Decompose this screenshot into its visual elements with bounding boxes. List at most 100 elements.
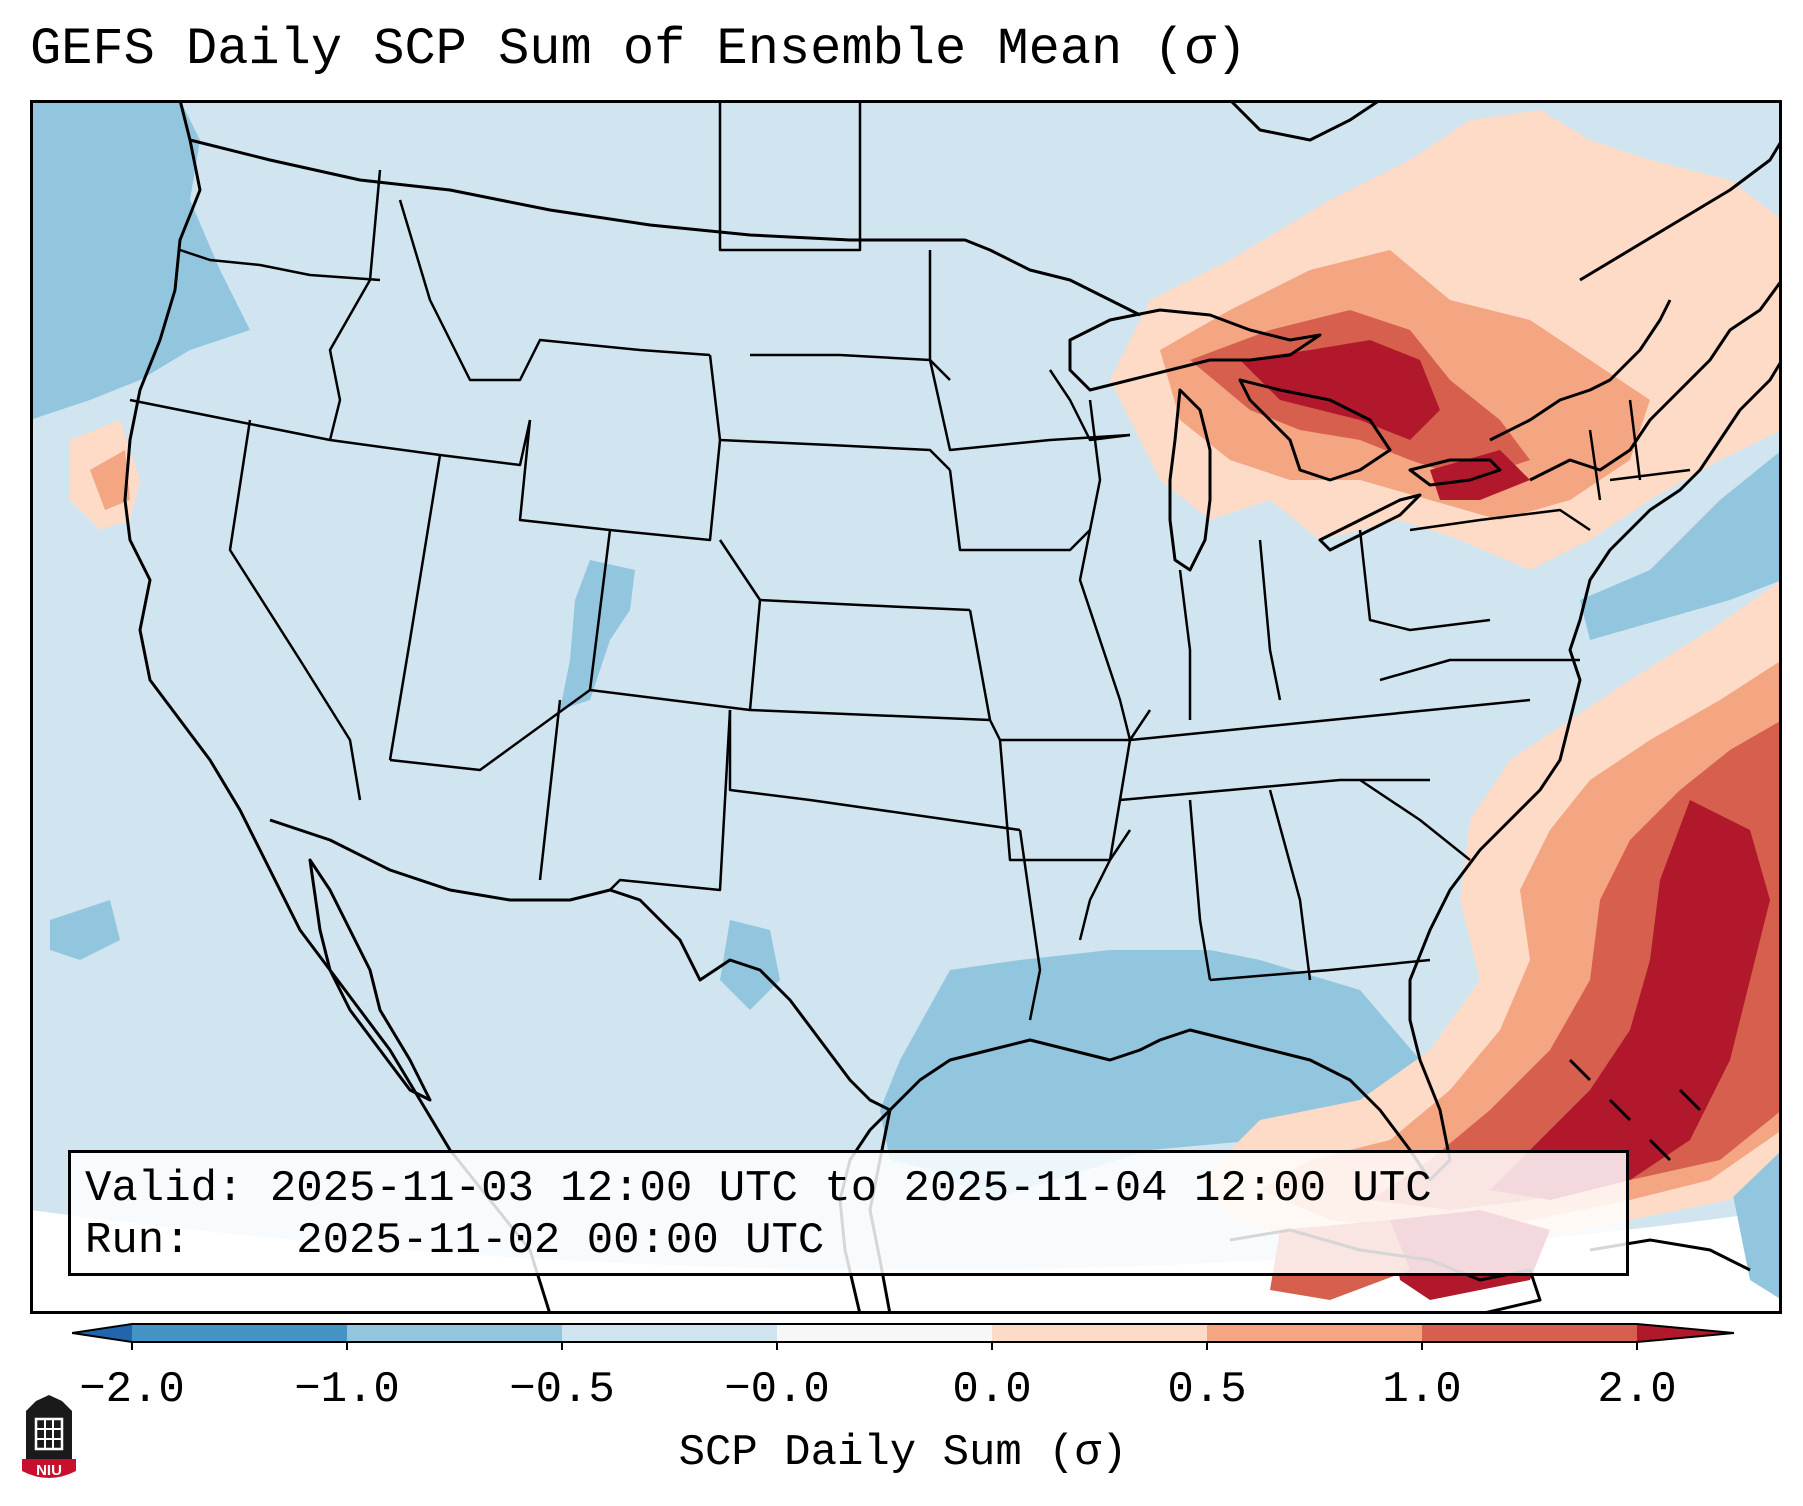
texas-louisiana	[1018, 829, 1042, 1021]
lake-erie	[1318, 493, 1422, 552]
ohio-pennsylvania	[1358, 529, 1491, 632]
new-england-coast	[1529, 279, 1782, 482]
utah-wyoming	[439, 419, 532, 467]
lake-huron	[1238, 378, 1392, 482]
west-coast	[123, 100, 552, 1314]
logo-window-grid	[34, 1417, 64, 1451]
run-label: Run:	[85, 1216, 191, 1266]
colorbar-extend-high	[1637, 1324, 1734, 1342]
valid-label: Valid:	[85, 1164, 244, 1214]
arizona-new-mexico	[538, 699, 562, 881]
niu-logo: NIU	[22, 1395, 76, 1479]
colorbar-tick-label: −0.5	[509, 1365, 615, 1415]
colorbar-tick-label: −2.0	[79, 1365, 185, 1415]
tennessee-south	[1119, 778, 1430, 802]
valid-line: Valid: 2025-11-03 12:00 UTC to 2025-11-0…	[85, 1163, 1612, 1215]
colorbar-extend-low	[72, 1324, 132, 1342]
run-line: Run: 2025-11-02 00:00 UTC	[85, 1215, 1612, 1267]
lake-ontario-max-positive	[1430, 450, 1530, 500]
map-frame	[30, 100, 1782, 1314]
coastlines	[123, 100, 1782, 1314]
positive-anomaly-areas	[70, 110, 1782, 1300]
colorbar-tick-label: 1.0	[1382, 1365, 1462, 1415]
colorbar-bin-4	[992, 1324, 1207, 1342]
washington-oregon	[179, 248, 381, 282]
logo-window-bars	[36, 1419, 62, 1449]
iowa-missouri	[948, 469, 1091, 552]
illinois-indiana	[1178, 569, 1192, 720]
great-lakes-max-positive	[1240, 340, 1440, 440]
wisconsin-michigan	[1048, 369, 1131, 442]
validity-info-box: Valid: 2025-11-03 12:00 UTC to 2025-11-0…	[68, 1150, 1629, 1276]
hudson-bay-shore	[1228, 100, 1381, 142]
alabama-mississippi	[1188, 799, 1212, 981]
lake-superior	[1068, 308, 1322, 392]
colorbar-tick-label: 0.5	[1167, 1365, 1247, 1415]
great-lakes	[1068, 308, 1502, 572]
new-mexico-east	[609, 709, 732, 892]
maritime-coast	[1579, 139, 1782, 282]
indiana-ohio	[1258, 539, 1282, 701]
run-value: 2025-11-02 00:00 UTC	[296, 1216, 825, 1266]
colorbar-bin-5	[1207, 1324, 1422, 1342]
colorbar	[72, 1323, 1734, 1350]
colorbar-tick-label: −1.0	[294, 1365, 400, 1415]
oklahoma-texas	[728, 710, 1021, 832]
lake-ontario	[1408, 458, 1502, 487]
us-canada-border	[189, 138, 1141, 317]
lake-michigan	[1168, 388, 1212, 572]
new-york-pennsylvania	[1409, 508, 1591, 532]
arkansas-louisiana	[998, 739, 1132, 862]
atlantic-east-negative	[1580, 450, 1782, 640]
colorado-box	[588, 529, 762, 712]
carolinas	[1359, 778, 1471, 861]
oregon-california-nevada	[129, 398, 441, 457]
kentucky-tennessee	[1129, 698, 1531, 742]
south-texas-negative	[720, 920, 780, 1010]
map-title: GEFS Daily SCP Sum of Ensemble Mean (σ)	[30, 20, 1247, 79]
colorbar-bin-2	[562, 1324, 777, 1342]
bahamas-islands	[1568, 1058, 1702, 1162]
nebraska-kansas	[759, 598, 971, 612]
georgia-florida	[1209, 958, 1431, 982]
utah-arizona	[389, 688, 591, 772]
north-dakota	[718, 100, 862, 252]
gulf-negative	[880, 950, 1440, 1200]
international-borders	[189, 138, 1672, 1112]
new-england-states	[1588, 399, 1691, 501]
colorbar-tick-label: 2.0	[1597, 1365, 1677, 1415]
alabama-georgia	[1268, 789, 1312, 981]
colorbar-bin-1	[347, 1324, 562, 1342]
valid-value: 2025-11-03 12:00 UTC to 2025-11-04 12:00…	[269, 1164, 1432, 1214]
pacific-southwest-negative	[50, 900, 120, 960]
california-nevada	[228, 419, 362, 801]
negative-anomaly-areas	[30, 100, 1782, 1300]
atlantic-max-positive	[1490, 800, 1770, 1200]
south-dakota-nebraska	[719, 438, 951, 471]
logo-shield-red	[22, 1459, 76, 1478]
colorbar-tick-label: −0.0	[724, 1365, 830, 1415]
scp-map	[30, 100, 1782, 1314]
dakotas-divider	[750, 353, 951, 381]
us-mexico-border	[269, 818, 891, 1112]
logo-tower-shape	[26, 1395, 72, 1459]
minnesota-iowa	[928, 250, 1131, 452]
idaho-west	[328, 169, 382, 441]
state-borders	[129, 100, 1691, 1021]
logo-text: NIU	[36, 1462, 62, 1479]
colorbar-bin-6	[1422, 1324, 1637, 1342]
montana-south	[398, 199, 711, 382]
pacific-northwest-negative	[30, 100, 250, 420]
mississippi-river	[1078, 399, 1132, 941]
baja-peninsula	[308, 858, 432, 1102]
gulf-coast	[868, 359, 1782, 1314]
kansas-oklahoma	[749, 708, 991, 722]
colorbar-label: SCP Daily Sum (σ)	[678, 1428, 1128, 1478]
colorbar-bin-0	[132, 1324, 347, 1342]
us-canada-east-border	[1489, 299, 1672, 442]
wyoming-box	[518, 354, 722, 542]
virginia-border	[1379, 658, 1580, 682]
nevada-utah	[388, 454, 442, 761]
colorbar-tick-label: 0.0	[952, 1365, 1032, 1415]
colorbar-bin-3	[777, 1324, 992, 1342]
